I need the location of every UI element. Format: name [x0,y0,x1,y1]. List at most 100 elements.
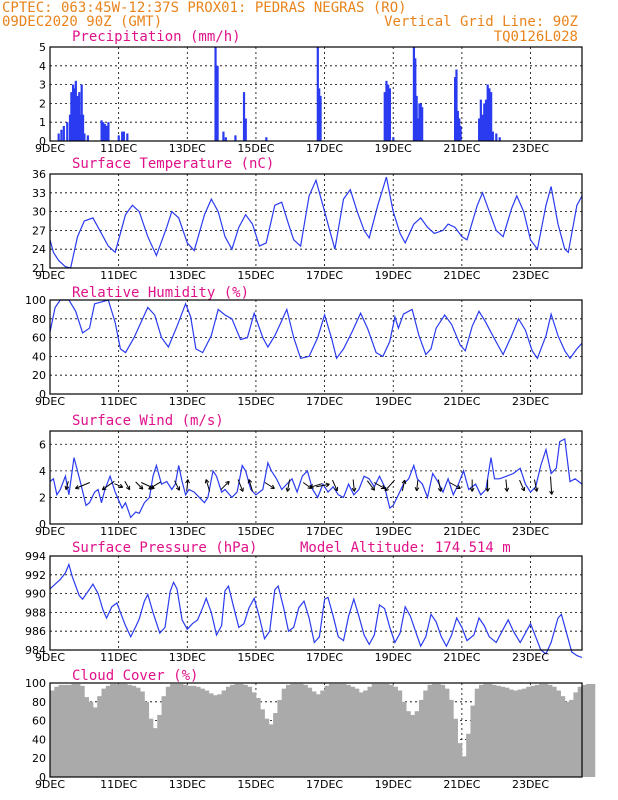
precip-bar [70,92,73,141]
y-tick-label: 4 [39,465,46,478]
precip-bar [459,125,462,141]
panel-title-precip: Precipitation (mm/h) [72,29,241,45]
wind-arrow [533,479,539,492]
y-tick-label: 24 [32,243,46,256]
y-tick-label: 986 [25,625,46,638]
panel-title-cloud: Cloud Cover (%) [72,668,198,684]
x-tick-label: 17DEC [306,269,343,282]
cloud-bar [247,686,253,777]
precip-bar [458,118,461,141]
x-tick-label: 15DEC [237,651,274,664]
precip-bar [479,99,482,141]
y-tick-label: 992 [25,569,46,582]
wind-arrow-shaft [366,480,375,491]
cloud-bar [479,684,484,777]
y-tick-label: 100 [25,294,46,307]
precip-bar [416,118,420,141]
x-tick-label: 19DEC [375,651,412,664]
precip-bar [316,47,319,141]
precip-bar [412,47,416,141]
wind-arrow [332,479,339,492]
panel-frame [49,555,583,651]
cloud-bar [449,699,454,777]
wind-arrow-head [185,479,190,484]
wind-arrow-shaft [148,481,161,490]
x-tick-label: 15DEC [237,269,274,282]
wind-arrow-head [520,486,526,492]
y-tick-label: 0 [39,135,46,148]
wind-arrow-head [148,485,153,490]
precip-bar [486,84,489,141]
y-tick-label: 33 [32,187,46,200]
cloud-bar [62,684,68,777]
cloud-bar [513,690,519,777]
wind-arrow-shaft [384,479,395,492]
cloud-bar [170,683,175,777]
wind-arrow-shaft [505,479,508,492]
cloud-bar [367,686,373,777]
cloud-bar [346,684,351,777]
precip-bar [454,77,457,141]
y-tick-label: 0 [39,388,46,401]
y-tick-label: 27 [32,224,46,237]
cloud-bar [157,714,162,777]
series-line-temp [49,176,583,269]
y-tick-label: 80 [32,313,46,326]
cloud-bar [127,684,132,777]
y-tick-label: 994 [25,550,46,563]
cloud-bar [80,685,85,777]
y-tick-label: 990 [25,588,46,601]
cloud-bar [521,688,527,777]
wind-arrow [449,482,461,489]
wind-arrow-shaft [124,481,131,490]
cloud-bar [380,683,386,777]
x-tick-label: 13DEC [169,269,206,282]
wind-arrow-head [125,485,131,491]
wind-arrow [237,479,244,492]
cloud-bar [152,728,158,777]
wind-arrow-head [384,486,389,492]
cloud-bar [556,690,561,777]
wind-arrow [309,483,323,489]
wind-arrow-head [64,485,70,491]
x-tick-label: 17DEC [306,525,343,538]
header-grid-note: Vertical Grid Line: 90Z [384,14,578,30]
wind-arrow-shaft [114,483,124,488]
x-tick-label: 21DEC [443,525,480,538]
panel-title-wind: Surface Wind (m/s) [72,413,224,429]
cloud-bar [582,684,587,777]
x-tick-label: 23DEC [512,778,549,791]
x-tick-label: 11DEC [100,269,137,282]
x-tick-label: 17DEC [306,395,343,408]
cloud-bar [551,686,557,777]
cloud-bar [110,683,115,777]
header-run-code: TQ0126L028 [494,29,578,45]
y-tick-label: 40 [32,733,46,746]
precip-bar [491,131,494,141]
panels: Precipitation (mm/h) 0 1 2 3 4 5 9DEC 11DEC 13DEC… [25,29,596,791]
x-tick-label: 9DEC [35,395,65,408]
wind-arrow [384,479,395,492]
cloud-bar [406,711,411,777]
cloud-bar [500,686,506,777]
precip-bar [388,88,391,141]
cloud-bar [431,683,437,777]
cloud-bar [234,683,240,777]
panel-frame [49,173,583,269]
series-line-pressure [49,562,583,659]
panel-rh: Relative Humidity (%) 0 20 40 60 80 100 9DEC 11D… [25,285,583,408]
cloud-bar [225,686,231,777]
cloud-bar [144,701,150,777]
y-tick-label: 60 [32,715,46,728]
wind-arrow-head [225,480,230,486]
cloud-bar [264,718,270,777]
x-tick-label: 23DEC [512,395,549,408]
precip-bar [122,131,125,141]
precip-bar [68,114,72,141]
wind-arrow-shaft [220,480,230,491]
precip-bar [126,133,129,141]
precip-bar [495,133,498,141]
cloud-bar [418,699,424,777]
wind-arrow [114,483,124,489]
